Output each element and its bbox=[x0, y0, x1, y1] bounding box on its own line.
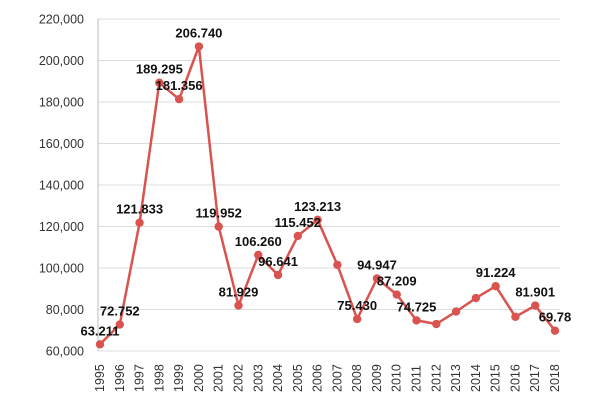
data-point bbox=[115, 320, 124, 329]
data-point bbox=[491, 282, 500, 291]
y-tick-label: 120,000 bbox=[39, 220, 84, 234]
data-label: 63.211 bbox=[80, 323, 119, 338]
x-tick-label: 2011 bbox=[410, 365, 424, 392]
x-tick-label: 2005 bbox=[291, 364, 305, 392]
data-point bbox=[412, 316, 421, 325]
x-tick-label: 2014 bbox=[469, 364, 483, 392]
data-label: 115.452 bbox=[275, 215, 321, 230]
y-tick-label: 80,000 bbox=[46, 303, 84, 317]
data-point bbox=[135, 218, 144, 227]
y-tick-label: 160,000 bbox=[39, 137, 84, 151]
data-point bbox=[273, 270, 283, 280]
x-tick-label: 1997 bbox=[133, 364, 147, 392]
x-tick-label: 1999 bbox=[172, 364, 186, 392]
data-label: 206.740 bbox=[175, 26, 222, 41]
y-tick-label: 200,000 bbox=[39, 54, 84, 68]
x-tick-label: 1995 bbox=[93, 364, 107, 392]
y-tick-label: 140,000 bbox=[39, 179, 84, 193]
data-point bbox=[194, 42, 204, 51]
data-label: 121.833 bbox=[116, 202, 163, 217]
x-tick-label: 2007 bbox=[330, 364, 344, 392]
x-tick-label: 2006 bbox=[311, 364, 325, 392]
data-point bbox=[451, 307, 461, 316]
data-point bbox=[254, 250, 263, 260]
x-tick-label: 1996 bbox=[113, 364, 127, 392]
data-label: 81.929 bbox=[219, 284, 259, 299]
y-tick-label: 100,000 bbox=[39, 262, 84, 276]
data-point bbox=[392, 290, 401, 299]
x-tick-label: 2001 bbox=[212, 364, 226, 392]
data-point bbox=[432, 319, 441, 329]
data-label: 87.209 bbox=[377, 274, 417, 289]
data-label: 81.901 bbox=[515, 285, 555, 300]
data-point bbox=[313, 215, 322, 225]
data-label: 94.947 bbox=[357, 257, 397, 272]
data-label: 119.952 bbox=[196, 206, 242, 221]
y-tick-label: 180,000 bbox=[39, 96, 84, 110]
data-label: 181.356 bbox=[156, 78, 203, 93]
data-point bbox=[352, 314, 362, 324]
data-point bbox=[214, 222, 223, 231]
data-label: 69.78 bbox=[539, 310, 572, 325]
data-point bbox=[372, 274, 382, 283]
x-tick-label: 2000 bbox=[192, 364, 206, 392]
data-point bbox=[174, 94, 184, 104]
x-tick-label: 2013 bbox=[449, 364, 463, 392]
data-point bbox=[531, 301, 540, 310]
x-tick-label: 2015 bbox=[489, 364, 503, 392]
x-tick-label: 2004 bbox=[271, 364, 285, 392]
x-tick-label: 2017 bbox=[528, 364, 542, 392]
data-point bbox=[95, 340, 105, 349]
data-point bbox=[234, 301, 243, 310]
data-label: 72.752 bbox=[100, 304, 140, 319]
data-point bbox=[471, 293, 481, 303]
x-tick-label: 2018 bbox=[548, 364, 562, 392]
data-label: 74.725 bbox=[397, 299, 437, 314]
x-tick-label: 2012 bbox=[429, 364, 443, 392]
x-tick-label: 2008 bbox=[350, 364, 364, 392]
data-label: 189.295 bbox=[136, 62, 183, 77]
y-tick-label: 220,000 bbox=[39, 13, 84, 27]
x-tick-label: 2016 bbox=[508, 364, 522, 392]
data-label: 75.430 bbox=[337, 298, 377, 313]
data-point bbox=[155, 78, 164, 87]
data-point bbox=[550, 326, 560, 335]
data-label: 123.213 bbox=[294, 199, 341, 214]
data-point bbox=[293, 231, 303, 241]
x-tick-label: 2009 bbox=[370, 364, 384, 392]
x-tick-label: 1998 bbox=[152, 364, 166, 392]
data-label: 91.224 bbox=[476, 265, 517, 280]
x-tick-label: 2010 bbox=[390, 364, 404, 392]
data-label: 96.641 bbox=[258, 254, 298, 269]
x-tick-label: 2002 bbox=[231, 364, 245, 392]
data-label: 106.260 bbox=[235, 234, 282, 249]
data-point bbox=[511, 312, 520, 321]
x-tick-label: 2003 bbox=[251, 364, 265, 392]
y-tick-label: 60,000 bbox=[46, 345, 84, 359]
data-point bbox=[333, 260, 342, 270]
